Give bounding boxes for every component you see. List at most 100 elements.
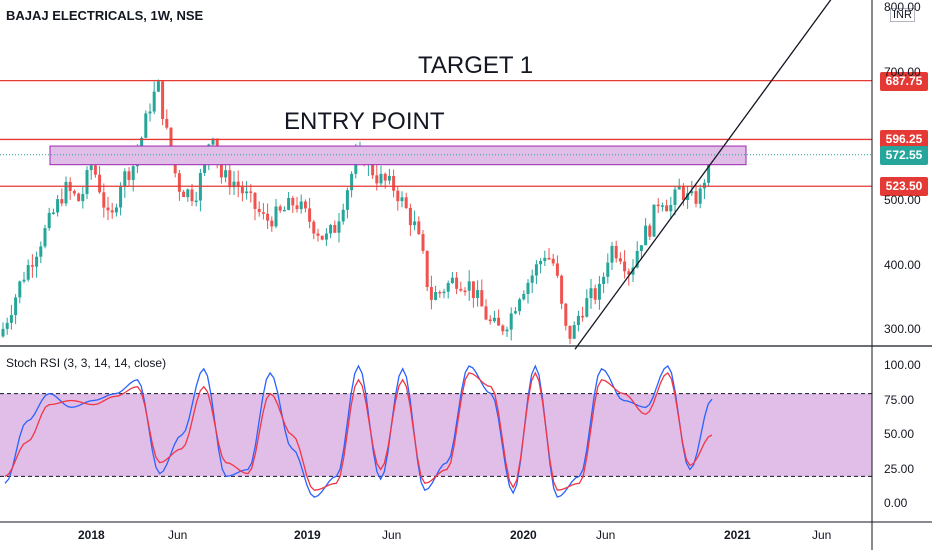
candle-body [627, 271, 631, 275]
entry-annotation: ENTRY POINT [284, 108, 445, 135]
candle-body [148, 111, 152, 114]
candle-body [236, 181, 240, 187]
candle-body [408, 207, 412, 226]
candle-body [324, 233, 328, 240]
candle-body [446, 283, 450, 292]
candle-body [686, 193, 690, 201]
candle-body [488, 319, 492, 322]
candle-body [497, 317, 501, 326]
candle-body [81, 194, 85, 202]
price-tick-label: 800.00 [884, 0, 921, 15]
candle-body [547, 257, 551, 260]
candle-body [681, 186, 685, 201]
candle-body [211, 138, 215, 145]
candle-body [127, 171, 131, 180]
candle-body [526, 282, 530, 294]
candle-body [278, 206, 282, 211]
candle-body [618, 258, 622, 262]
candle-body [316, 233, 320, 236]
candle-body [602, 276, 606, 284]
candle-body [114, 207, 118, 213]
candle-body [345, 190, 349, 210]
candle-body [291, 197, 295, 206]
candle-body [312, 221, 316, 234]
candle-body [232, 181, 236, 188]
price-tick-label: 500.00 [884, 193, 921, 208]
candle-body [644, 225, 648, 246]
candle-body [505, 329, 509, 332]
candle-body [392, 175, 396, 191]
candle-body [396, 190, 400, 202]
candle-body [459, 288, 463, 291]
candle-body [5, 322, 9, 329]
candle-body [707, 156, 711, 183]
candle-body [656, 204, 660, 207]
candle-body [387, 175, 391, 181]
candle-body [471, 281, 475, 298]
candle-body [77, 193, 81, 202]
time-tick-label: 2019 [294, 528, 321, 542]
candle-body [698, 188, 702, 204]
stoch-pane [0, 364, 872, 498]
candle-body [429, 287, 433, 300]
candle-body [240, 186, 244, 194]
stoch-tick-label: 50.00 [884, 427, 915, 441]
candle-body [173, 157, 177, 174]
candle-body [110, 210, 114, 213]
candle-body [665, 205, 669, 212]
candle-body [438, 292, 442, 294]
candle-body [152, 91, 156, 112]
candle-body [261, 212, 265, 214]
candle-body [190, 189, 194, 202]
candle-body [123, 171, 127, 187]
candle-body [551, 258, 555, 264]
candle-body [257, 208, 261, 213]
level-badge: 523.50 [880, 177, 928, 197]
candle-body [509, 313, 513, 330]
chart-title: BAJAJ ELECTRICALS, 1W, NSE [6, 8, 204, 23]
candle-body [51, 212, 55, 214]
candle-body [434, 292, 438, 300]
candle-body [156, 81, 160, 92]
candle-body [614, 245, 618, 259]
candle-body [673, 189, 677, 206]
candle-body [119, 186, 123, 208]
candle-body [677, 186, 681, 190]
candle-body [72, 190, 76, 194]
candle-body [492, 317, 496, 322]
candle-body [593, 288, 597, 300]
candle-body [203, 159, 207, 173]
candle-body [245, 191, 249, 194]
candle-body [106, 207, 110, 211]
time-tick-label: Jun [812, 528, 832, 542]
currency-label[interactable]: INR [890, 8, 915, 22]
candle-body [295, 205, 299, 210]
candle-body [98, 174, 102, 193]
candle-body [93, 165, 97, 175]
candle-body [572, 325, 576, 339]
time-tick-label: Jun [168, 528, 188, 542]
candle-body [404, 197, 408, 208]
candle-body [581, 315, 585, 318]
candle-body [287, 197, 291, 210]
candle-body [522, 293, 526, 300]
candle-body [186, 189, 190, 198]
candle-body [169, 127, 173, 158]
candle-body [9, 315, 13, 323]
candle-body [450, 277, 454, 284]
candle-body [35, 256, 39, 267]
candle-body [131, 166, 135, 180]
candle-body [606, 262, 610, 277]
time-tick-label: 2020 [510, 528, 537, 542]
stoch-title: Stoch RSI (3, 3, 14, 14, close) [6, 356, 167, 370]
candle-body [333, 225, 337, 233]
candle-body [270, 220, 274, 227]
candle-body [568, 325, 572, 339]
candle-body [219, 161, 223, 178]
candle-body [341, 209, 345, 222]
candle-body [400, 197, 404, 202]
candle-body [694, 191, 698, 204]
stoch-series-line [4, 364, 713, 498]
